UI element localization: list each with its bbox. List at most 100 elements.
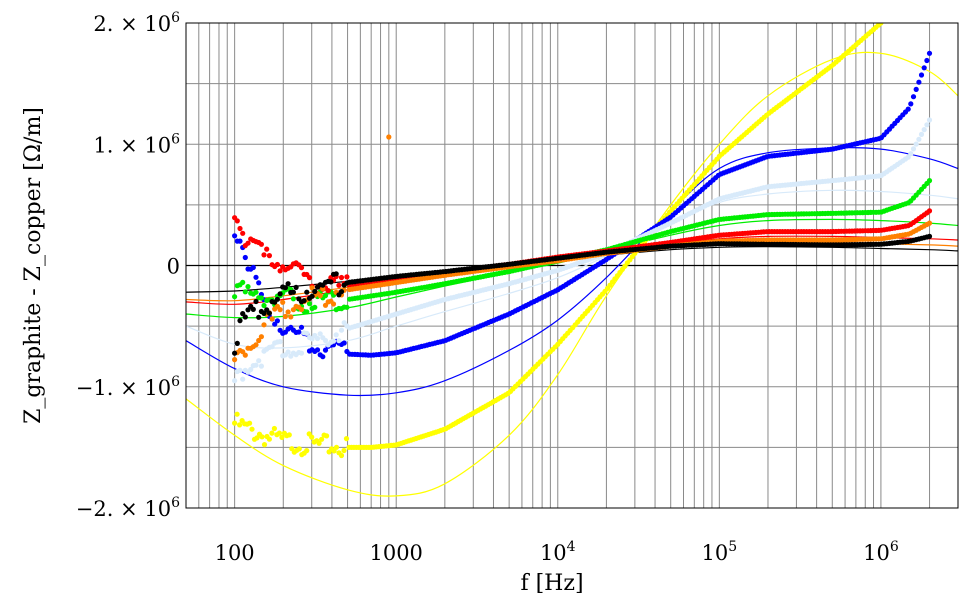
data-point <box>282 285 288 291</box>
y-tick-label-exponent: 6 <box>171 131 180 147</box>
data-point <box>288 314 294 320</box>
data-point <box>325 288 331 294</box>
data-point <box>249 426 255 432</box>
data-point <box>910 146 917 152</box>
data-point <box>918 72 925 78</box>
data-point <box>293 284 299 290</box>
y-tick-label-base: 0 <box>167 255 180 279</box>
data-point <box>298 350 305 356</box>
data-point <box>338 274 345 281</box>
data-point <box>261 442 268 448</box>
data-point <box>248 366 254 373</box>
data-point <box>309 285 315 291</box>
data-point <box>306 275 313 281</box>
data-point <box>298 265 305 271</box>
x-tick-label-base: 10 <box>863 541 890 565</box>
data-point <box>285 309 291 315</box>
data-point <box>242 352 248 358</box>
y-tick-label-base: 2. × 10 <box>93 12 171 36</box>
data-point <box>266 436 272 442</box>
data-point <box>333 332 339 338</box>
x-tick-label-exponent: 6 <box>890 539 899 555</box>
data-point <box>261 252 267 258</box>
y-tick-label: 1. × 106 <box>93 131 180 157</box>
data-point <box>341 447 347 454</box>
data-point <box>234 218 240 224</box>
data-point <box>237 225 243 232</box>
data-point <box>314 335 321 342</box>
data-point <box>285 281 291 287</box>
data-point <box>269 344 275 350</box>
data-point <box>336 282 342 288</box>
data-point <box>256 314 262 320</box>
data-point <box>290 289 296 295</box>
data-point <box>237 318 243 324</box>
y-tick-label-base: −2. × 10 <box>76 497 171 521</box>
data-point <box>253 342 259 348</box>
data-point <box>322 347 329 353</box>
data-point <box>926 50 933 56</box>
data-point <box>237 238 243 244</box>
data-point <box>330 301 337 307</box>
data-point <box>276 430 282 436</box>
data-point <box>338 452 345 459</box>
data-point <box>232 357 238 363</box>
x-tick-label: 106 <box>863 539 899 565</box>
data-point <box>232 350 238 356</box>
data-point <box>320 286 326 292</box>
data-point <box>926 178 933 184</box>
measured-series-6 <box>232 233 933 356</box>
y-tick-label: 0 <box>167 255 180 279</box>
data-point <box>309 293 315 299</box>
data-point <box>312 288 318 295</box>
data-point <box>277 307 283 313</box>
data-point <box>253 298 259 305</box>
data-point <box>336 338 342 344</box>
plot-frame <box>185 22 959 509</box>
data-point <box>343 436 350 442</box>
data-point <box>304 309 310 315</box>
data-point <box>324 433 330 439</box>
data-point <box>296 329 302 335</box>
x-tick-label: 1000 <box>369 541 422 565</box>
data-point <box>878 23 884 26</box>
y-tick-label: −2. × 106 <box>76 495 180 521</box>
data-point <box>271 425 277 432</box>
data-point <box>240 279 246 285</box>
data-point <box>338 327 345 333</box>
data-point <box>261 322 267 328</box>
data-point <box>916 79 922 85</box>
y-tick-label-exponent: 6 <box>171 495 180 511</box>
data-point <box>261 310 267 316</box>
data-point <box>237 367 243 373</box>
data-point <box>926 220 933 226</box>
data-point <box>314 347 321 353</box>
data-point <box>921 127 927 133</box>
data-point <box>266 310 272 316</box>
data-point <box>256 280 262 286</box>
data-point <box>918 131 925 137</box>
data-point <box>304 330 310 336</box>
data-point <box>328 279 334 285</box>
data-point <box>261 302 267 309</box>
data-point <box>924 57 930 64</box>
data-point <box>269 430 275 436</box>
data-point <box>322 293 329 299</box>
data-point <box>282 313 288 320</box>
data-point <box>253 362 259 368</box>
data-point <box>258 334 264 340</box>
data-point <box>258 363 264 369</box>
data-point <box>274 296 280 302</box>
data-point <box>264 246 270 252</box>
y-axis-title: Z_graphite - Z_copper [Ω/m] <box>21 107 46 424</box>
data-point <box>926 233 933 239</box>
data-point <box>322 337 329 344</box>
data-point <box>320 354 326 360</box>
data-point <box>274 318 280 324</box>
x-tick-label: 104 <box>540 539 576 565</box>
data-point <box>258 295 264 301</box>
data-point <box>269 316 275 322</box>
data-point <box>266 253 272 259</box>
data-point <box>240 230 246 236</box>
